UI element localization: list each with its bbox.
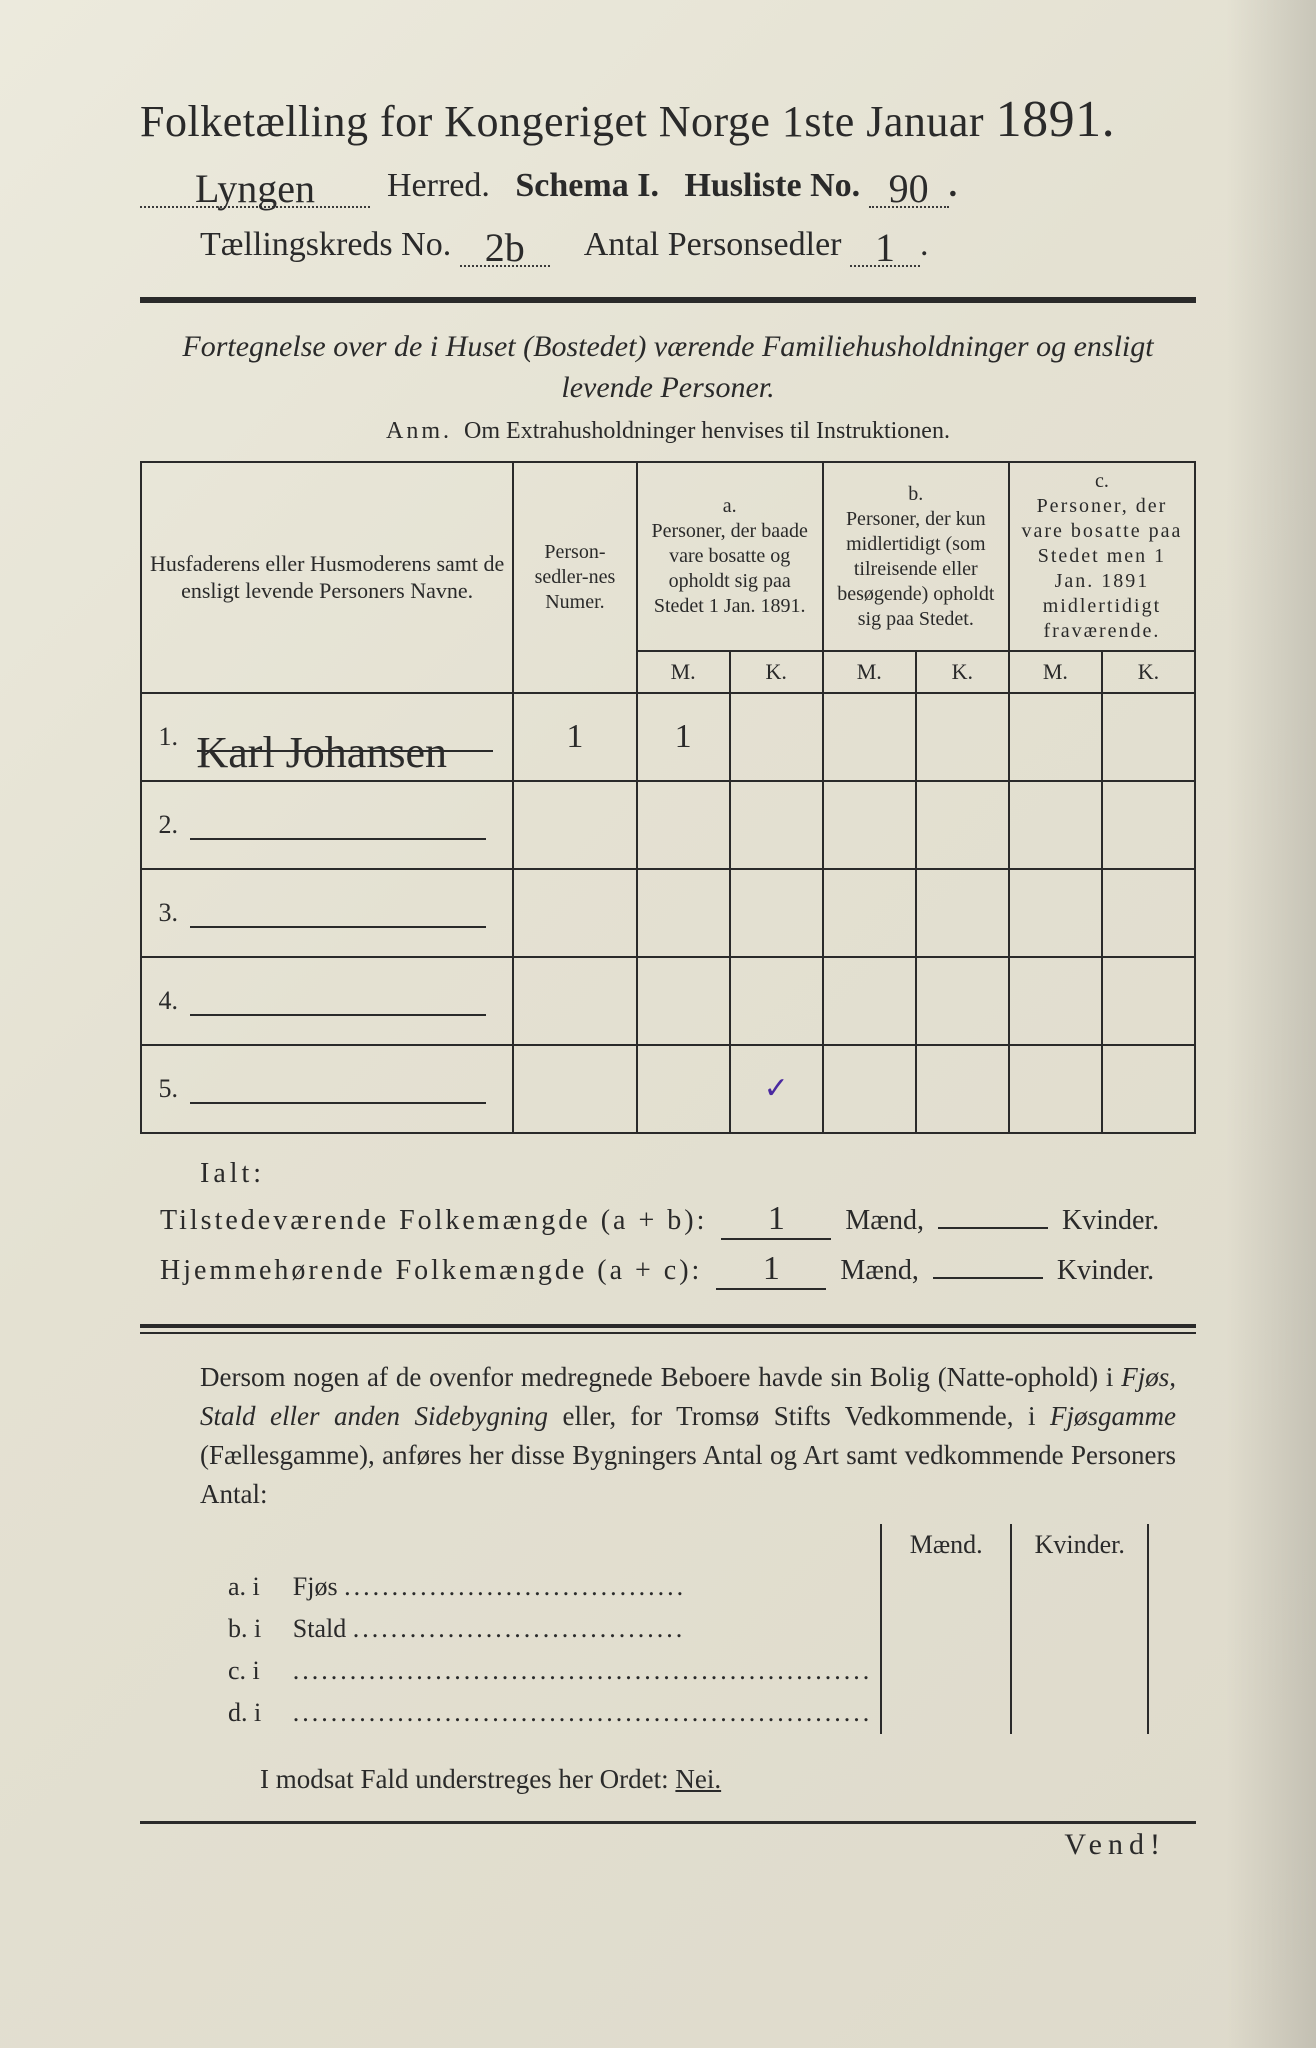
anm-line: Anm. Om Extrahusholdninger henvises til … [140,418,1196,445]
row-label: Stald ..................................… [285,1608,882,1650]
cell-b-m [823,693,916,781]
rule-thin-2 [140,1332,1196,1334]
th-b: b. Personer, der kun midlertidigt (som t… [823,462,1009,651]
antal-label: Antal Personsedler [584,226,842,263]
row-key: c. i [220,1650,285,1692]
header-row-3: Tællingskreds No. 2b Antal Personsedler … [200,218,1196,267]
sum-line-ab: Tilstedeværende Folkemængde (a + b): 1 M… [160,1200,1196,1240]
row-key: a. i [220,1566,285,1608]
row-number: 3. [150,898,178,928]
table-body: 1. Karl Johansen 1 1 2. 3. 4. [141,693,1195,1133]
anm-label: Anm. [386,418,452,444]
table-row: 4. [141,957,1195,1045]
rule-thin-1 [140,301,1196,303]
kreds-value: 2b [485,225,525,270]
dwelling-paragraph: Dersom nogen af de ovenfor medregnede Be… [200,1358,1176,1515]
th-maend: Mænd. [881,1524,1011,1566]
kvinder-label: Kvinder. [1062,1205,1159,1236]
row-key: d. i [220,1692,285,1734]
husliste-label: Husliste No. [684,167,860,204]
vend-label: Vend! [140,1828,1166,1862]
table-row: 3. [141,869,1195,957]
sum-ac-label: Hjemmehørende Folkemængde (a + c): [160,1255,702,1286]
th-num: Person-sedler-nes Numer. [513,462,636,693]
cell-name: 1. Karl Johansen [141,693,513,781]
page-title: Folketælling for Kongeriget Norge 1ste J… [140,90,1196,149]
th-a: a. Personer, der baade vare bosatte og o… [637,462,823,651]
name-value: Karl Johansen [197,728,448,777]
kvinder-label: Kvinder. [1057,1255,1154,1286]
header-row-2: Lyngen Herred. Schema I. Husliste No. 90… [140,159,1196,208]
schema-label: Schema I. [515,167,659,204]
page-shadow [1226,0,1316,2048]
herred-label: Herred. [387,167,490,204]
th-a-top: a. [644,494,816,519]
kreds-label: Tællingskreds No. [200,226,451,263]
row-key: b. i [220,1608,285,1650]
maend-label: Mænd, [840,1255,919,1286]
maend-label: Mænd, [845,1205,924,1236]
rule-footer [140,1821,1196,1824]
ialt-label: Ialt: [200,1158,1196,1190]
th-c-top: c. [1016,469,1188,494]
th-c-m: M. [1009,651,1102,693]
cell-num: 1 [513,693,636,781]
nei-pre: I modsat Fald understreges her Ordet: [260,1764,675,1794]
th-c-text: Personer, der vare bosatte paa Stedet me… [1016,494,1188,644]
sum-ac-m: 1 [763,1250,780,1287]
form-subtitle: Fortegnelse over de i Huset (Bostedet) v… [180,327,1156,408]
th-c-k: K. [1102,651,1195,693]
row-label: Fjøs ...................................… [285,1566,882,1608]
anm-text: Om Extrahusholdninger henvises til Instr… [464,418,950,444]
title-year: 1891. [996,91,1116,148]
th-a-text: Personer, der baade vare bosatte og opho… [644,519,816,619]
rule-mid [140,1324,1196,1328]
nei-line: I modsat Fald understreges her Ordet: Ne… [260,1764,1196,1795]
small-row: a. i Fjøs ..............................… [220,1566,1148,1608]
th-name: Husfaderens eller Husmoderens samt de en… [141,462,513,693]
census-form-page: Folketælling for Kongeriget Norge 1ste J… [0,0,1316,2048]
table-row: 2. [141,781,1195,869]
row-number: 5. [150,1074,178,1104]
row-number: 2. [150,810,178,840]
table-head: Husfaderens eller Husmoderens samt de en… [141,462,1195,693]
cell-a-k [730,693,823,781]
th-kvinder: Kvinder. [1011,1524,1148,1566]
cell-c-m [1009,693,1102,781]
th-a-k: K. [730,651,823,693]
herred-value: Lyngen [195,166,315,211]
title-text: Folketælling for Kongeriget Norge 1ste J… [140,97,984,146]
th-a-m: M. [637,651,730,693]
antal-value: 1 [875,225,895,270]
sum-ab-m: 1 [768,1200,785,1237]
small-row: d. i ...................................… [220,1692,1148,1734]
cell-a-m: 1 [637,693,730,781]
th-b-top: b. [830,482,1002,507]
household-table: Husfaderens eller Husmoderens samt de en… [140,461,1196,1134]
cell-b-k [916,693,1009,781]
checkmark-icon: ✓ [764,1072,789,1105]
th-c: c. Personer, der vare bosatte paa Stedet… [1009,462,1195,651]
cell-a-k: ✓ [730,1045,823,1133]
th-b-m: M. [823,651,916,693]
row-label: ........................................… [285,1692,882,1734]
sum-ab-label: Tilstedeværende Folkemængde (a + b): [160,1205,707,1236]
husliste-value: 90 [889,166,929,211]
sum-line-ac: Hjemmehørende Folkemængde (a + c): 1 Mæn… [160,1250,1196,1290]
th-b-k: K. [916,651,1009,693]
th-b-text: Personer, der kun midlertidigt (som tilr… [830,507,1002,632]
cell-c-k [1102,693,1195,781]
table-row: 5. ✓ [141,1045,1195,1133]
nei-word: Nei. [675,1764,721,1794]
small-row: b. i Stald .............................… [220,1608,1148,1650]
row-number: 4. [150,986,178,1016]
table-row: 1. Karl Johansen 1 1 [141,693,1195,781]
row-label: ........................................… [285,1650,882,1692]
dwelling-table: Mænd. Kvinder. a. i Fjøs ...............… [220,1524,1149,1734]
row-number: 1. [150,722,178,752]
small-row: c. i ...................................… [220,1650,1148,1692]
